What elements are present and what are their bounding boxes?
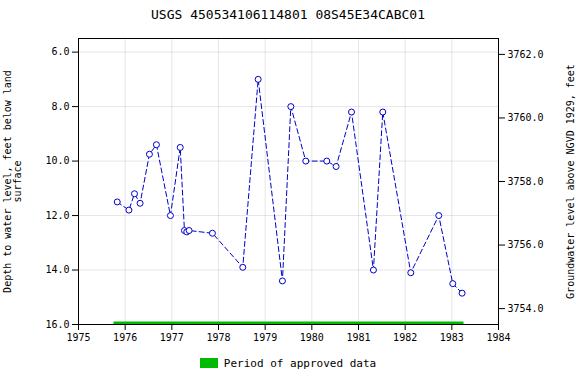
svg-text:1981: 1981: [346, 332, 370, 343]
svg-text:1979: 1979: [253, 332, 277, 343]
svg-text:3754.0: 3754.0: [508, 303, 544, 314]
svg-text:1978: 1978: [206, 332, 230, 343]
svg-text:3756.0: 3756.0: [508, 239, 544, 250]
svg-text:1977: 1977: [160, 332, 184, 343]
svg-text:10.0: 10.0: [45, 155, 69, 166]
svg-text:14.0: 14.0: [45, 264, 69, 275]
svg-text:8.0: 8.0: [51, 101, 69, 112]
svg-text:12.0: 12.0: [45, 210, 69, 221]
svg-text:Groundwater level above NGVD 1: Groundwater level above NGVD 1929, feet: [565, 64, 576, 299]
svg-text:1975: 1975: [66, 332, 90, 343]
svg-text:3762.0: 3762.0: [508, 49, 544, 60]
svg-text:6.0: 6.0: [51, 46, 69, 57]
svg-text:1982: 1982: [393, 332, 417, 343]
html-text:Period of approved data: Period of approved data: [223, 356, 377, 370]
svg-text:16.0: 16.0: [45, 319, 69, 330]
svg-text:1983: 1983: [440, 332, 464, 343]
svg-text:1980: 1980: [300, 332, 324, 343]
svg-text:Depth to water level, feet bel: Depth to water level, feet below landsur…: [2, 70, 23, 293]
svg-text:3758.0: 3758.0: [508, 176, 544, 187]
svg-text:1976: 1976: [113, 332, 137, 343]
svg-text:1984: 1984: [486, 332, 510, 343]
html-text:USGS 450534106114801 08S45E34C: USGS 450534106114801 08S45E34CABC01: [151, 7, 425, 22]
svg-text:3760.0: 3760.0: [508, 112, 544, 123]
